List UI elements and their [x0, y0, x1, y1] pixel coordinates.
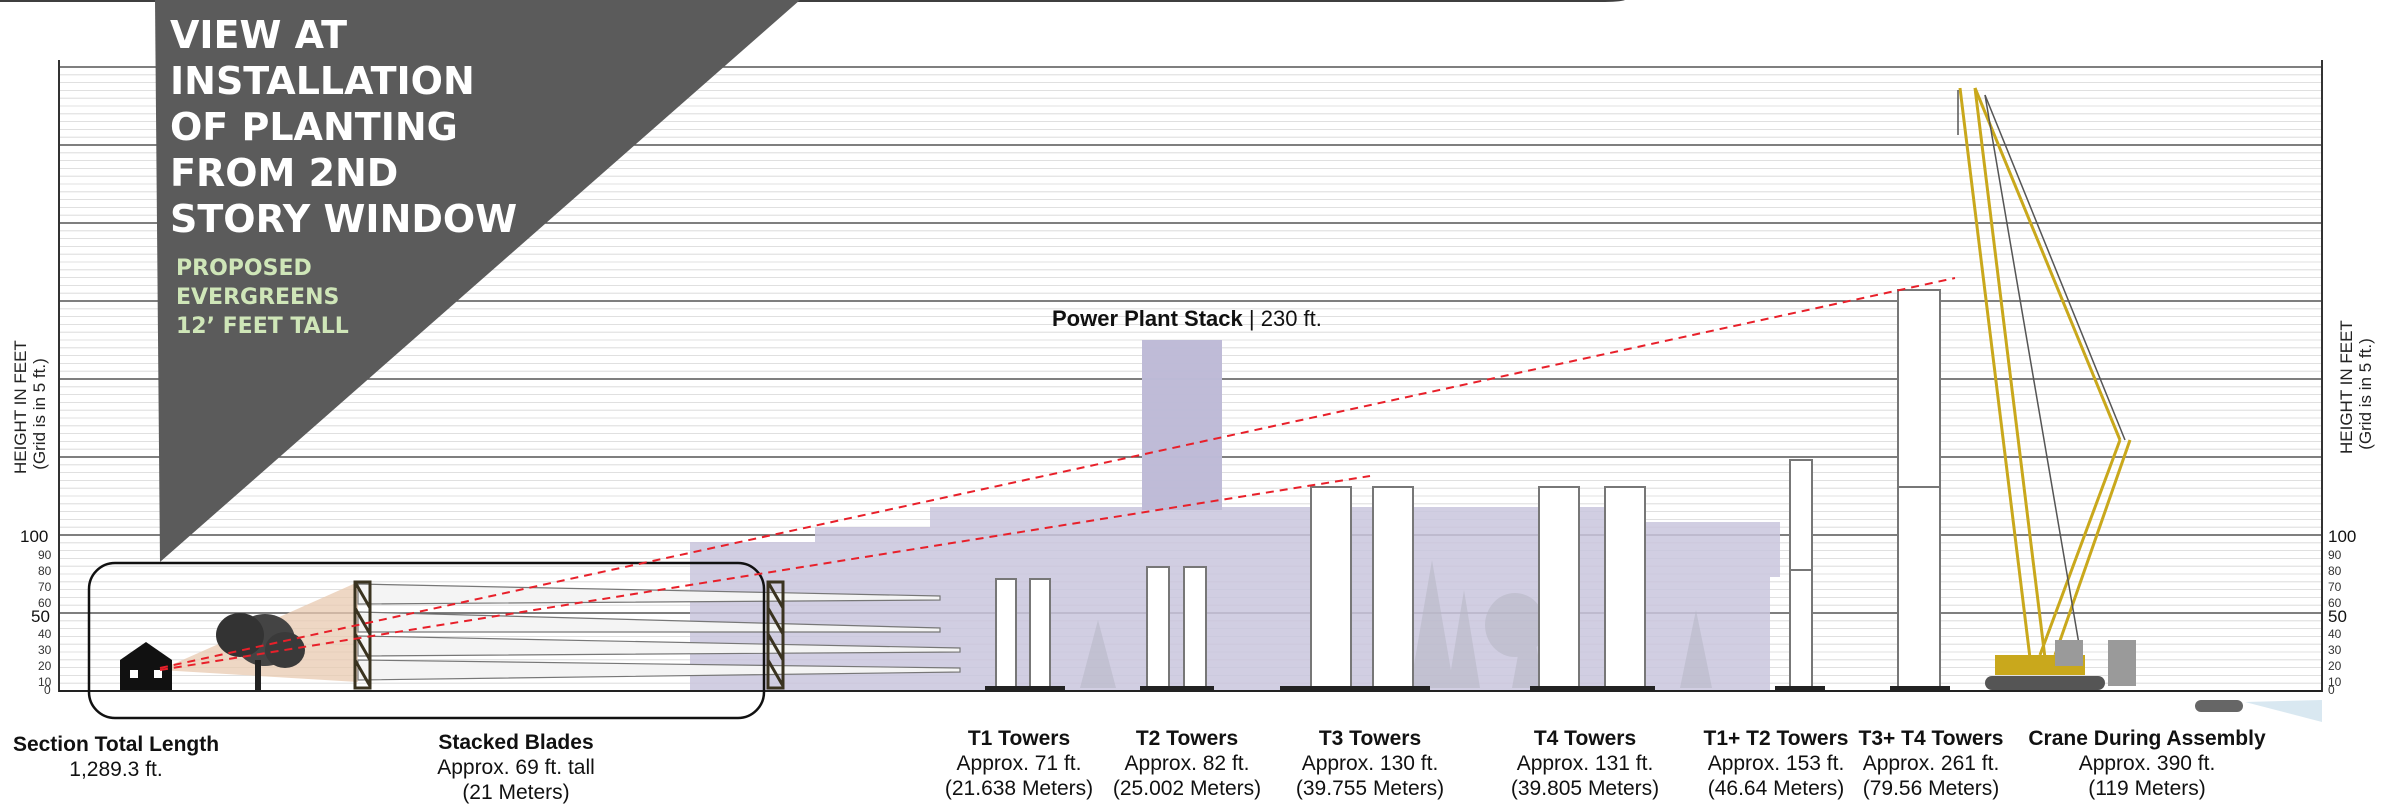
banner-subtitle: PROPOSED EVERGREENS 12’ FEET TALL — [176, 254, 416, 341]
tick-90-right: 90 — [2328, 548, 2342, 562]
label-t1-towers: T1 Towers Approx. 71 ft. (21.638 Meters) — [945, 726, 1093, 801]
background-trees — [1080, 560, 1712, 688]
label-line2: (39.805 Meters) — [1510, 777, 1660, 800]
axis-title-right: HEIGHT IN FEET (Grid is in 5 ft.) — [2337, 320, 2375, 454]
label-line1: Approx. 82 ft. — [1124, 752, 1250, 775]
banner-title-line: OF PLANTING — [170, 105, 458, 149]
tick-100-right: 100 — [2328, 527, 2357, 546]
section-length-value: 1,289.3 ft. — [69, 758, 163, 781]
tick-10-right: 10 — [2328, 675, 2342, 689]
label-line2: (39.755 Meters) — [1295, 777, 1445, 800]
label-line2: (21 Meters) — [462, 781, 570, 804]
banner-title-line: INSTALLATION — [170, 59, 475, 103]
stack-separator: | — [1248, 306, 1255, 331]
tick-100-left: 100 — [20, 527, 49, 546]
label-line1: Approx. 131 ft. — [1516, 752, 1654, 775]
tick-70-right: 70 — [2328, 580, 2342, 594]
label-title: T2 Towers — [1135, 727, 1239, 750]
label-stacked-blades: Stacked Blades Approx. 69 ft. tall (21 M… — [437, 730, 595, 805]
label-line1: Approx. 69 ft. tall — [437, 756, 595, 779]
label-line1: Approx. 130 ft. — [1301, 752, 1439, 775]
t4-towers — [1538, 486, 1646, 691]
banner-subtitle-line: 12’ FEET TALL — [176, 314, 349, 339]
t2-towers — [1146, 566, 1207, 691]
tick-30-right: 30 — [2328, 643, 2342, 657]
axis-title-line2: (Grid is in 5 ft.) — [30, 358, 49, 470]
tick-90-left: 90 — [38, 548, 52, 562]
label-line1: Approx. 71 ft. — [956, 752, 1082, 775]
label-title: T3+ T4 Towers — [1858, 727, 2004, 750]
section-length-label: Section Total Length 1,289.3 ft. — [13, 732, 219, 782]
label-title: T1+ T2 Towers — [1703, 727, 1849, 750]
t3-t4-towers — [1897, 289, 1941, 691]
t1-t2-towers — [1789, 459, 1813, 691]
label-t1-t2-towers: T1+ T2 Towers Approx. 153 ft. (46.64 Met… — [1704, 726, 1849, 801]
stack-name: Power Plant Stack — [1052, 306, 1243, 331]
tick-50-left: 50 — [31, 607, 50, 626]
banner-title-line: FROM 2ND — [170, 151, 399, 195]
label-t4-towers: T4 Towers Approx. 131 ft. (39.805 Meters… — [1511, 726, 1659, 801]
axis-title-left: HEIGHT IN FEET (Grid is in 5 ft.) — [11, 340, 49, 474]
label-title: T4 Towers — [1533, 727, 1637, 750]
label-t3-towers: T3 Towers Approx. 130 ft. (39.755 Meters… — [1296, 726, 1444, 801]
banner-title-line: STORY WINDOW — [170, 197, 518, 241]
label-title: T1 Towers — [967, 727, 1071, 750]
tick-40-left: 40 — [38, 627, 52, 641]
banner-subtitle-line: PROPOSED — [176, 256, 312, 281]
axis-title-line1: HEIGHT IN FEET — [11, 340, 30, 474]
axis-title-line2: (Grid is in 5 ft.) — [2356, 338, 2375, 450]
tick-80-left: 80 — [38, 564, 52, 578]
label-line2: (119 Meters) — [2088, 777, 2206, 800]
tick-50-right: 50 — [2328, 607, 2347, 626]
label-crane-during-assembly: Crane During Assembly Approx. 390 ft. (1… — [2028, 726, 2265, 801]
tick-20-left: 20 — [38, 659, 52, 673]
label-line2: (21.638 Meters) — [944, 777, 1094, 800]
tick-10-left: 10 — [38, 675, 52, 689]
tick-60-right: 60 — [2328, 596, 2342, 610]
axis-title-line1: HEIGHT IN FEET — [2337, 320, 2356, 454]
house — [120, 642, 172, 690]
sightline-upper — [159, 277, 1956, 669]
tick-40-right: 40 — [2328, 627, 2342, 641]
crane-base — [1985, 640, 2136, 690]
tick-30-left: 30 — [38, 643, 52, 657]
stack-height: 230 ft. — [1260, 306, 1322, 331]
banner-subtitle-line: EVERGREENS — [176, 285, 340, 310]
tick-20-right: 20 — [2328, 659, 2342, 673]
label-t3-t4-towers: T3+ T4 Towers Approx. 261 ft. (79.56 Met… — [1859, 726, 2004, 801]
label-title: Crane During Assembly — [2028, 727, 2266, 750]
banner-title-line: VIEW AT — [170, 13, 348, 57]
label-t2-towers: T2 Towers Approx. 82 ft. (25.002 Meters) — [1113, 726, 1261, 801]
tick-70-left: 70 — [38, 580, 52, 594]
label-line1: Approx. 153 ft. — [1707, 752, 1845, 775]
tick-60-left: 60 — [38, 596, 52, 610]
banner-title: VIEW AT INSTALLATION OF PLANTING FROM 2N… — [170, 12, 530, 242]
context-box — [87, 561, 766, 720]
label-line2: (79.56 Meters) — [1862, 777, 2000, 800]
label-title: Stacked Blades — [438, 731, 594, 754]
t1-towers — [995, 578, 1051, 691]
equipment-right — [2195, 700, 2322, 722]
label-line2: (25.002 Meters) — [1112, 777, 1262, 800]
power-plant-stack — [1142, 340, 1222, 510]
tick-0-left: 0 — [44, 683, 51, 697]
blade-rack-right — [766, 580, 785, 690]
section-length-title: Section Total Length — [12, 733, 220, 756]
tower-bases — [985, 686, 1950, 691]
label-title: T3 Towers — [1318, 727, 1422, 750]
label-line1: Approx. 261 ft. — [1862, 752, 2000, 775]
crawler-crane — [1957, 87, 2132, 659]
tick-80-right: 80 — [2328, 564, 2342, 578]
tick-0-right: 0 — [2328, 683, 2335, 697]
label-line2: (46.64 Meters) — [1707, 777, 1845, 800]
stacked-blades — [357, 583, 961, 681]
label-line1: Approx. 390 ft. — [2078, 752, 2216, 775]
banner-triangle — [155, 0, 800, 562]
power-plant-stack-label: Power Plant Stack | 230 ft. — [1052, 306, 1322, 332]
